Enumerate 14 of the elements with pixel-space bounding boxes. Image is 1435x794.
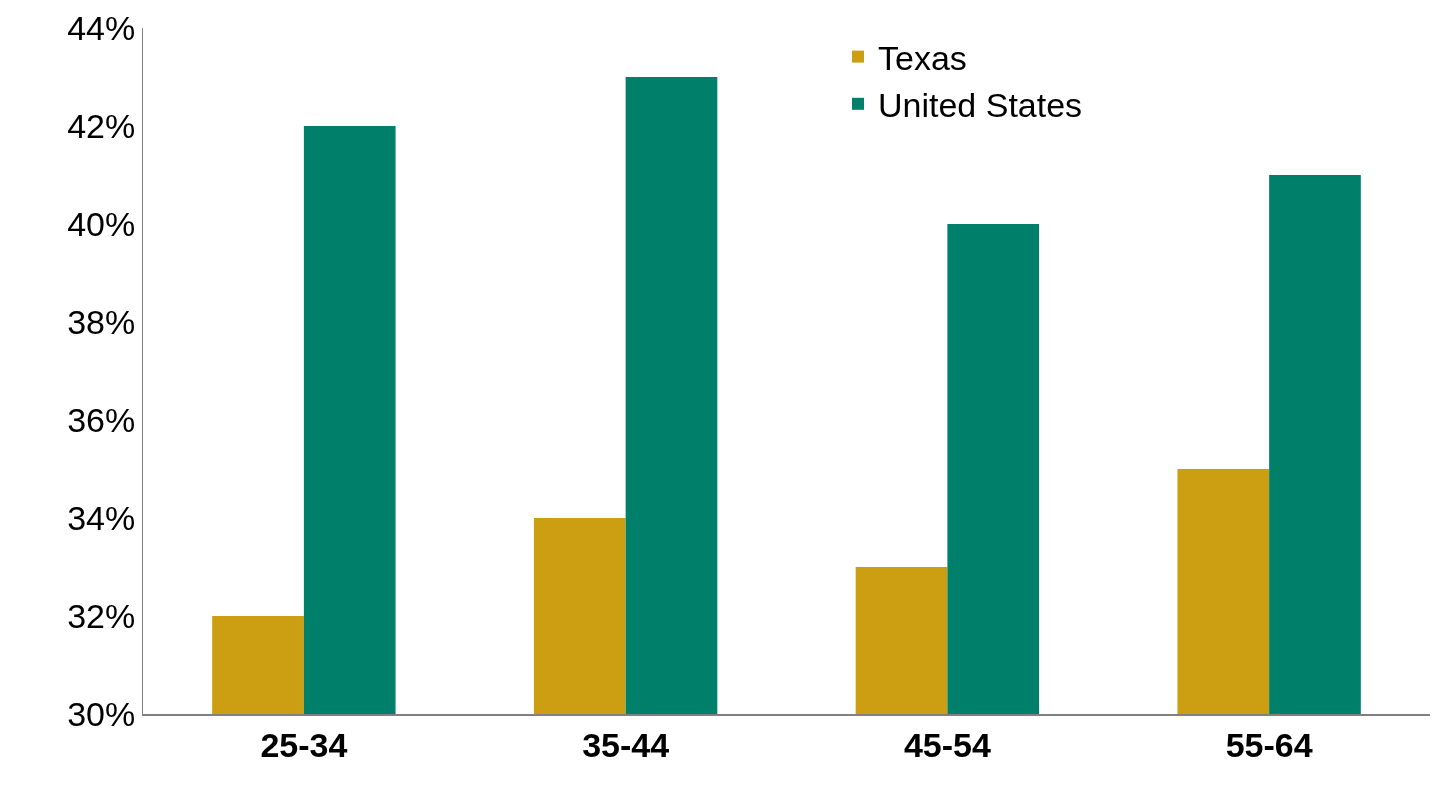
y-tick-label: 36%	[67, 400, 136, 439]
y-tick-label: 42%	[67, 106, 136, 145]
x-tick-label: 25-34	[260, 725, 348, 764]
y-tick-label: 38%	[67, 302, 136, 341]
x-tick-label: 45-54	[903, 725, 991, 764]
legend-label: Texas	[877, 38, 967, 77]
y-tick-label: 40%	[67, 204, 136, 243]
y-tick-label: 30%	[67, 694, 136, 733]
y-tick-label: 44%	[67, 8, 136, 47]
y-tick-label: 34%	[67, 498, 136, 537]
y-tick-label: 32%	[67, 596, 136, 635]
x-tick-label: 55-64	[1225, 725, 1313, 764]
legend-label: United States	[877, 86, 1083, 125]
x-tick-label: 35-44	[582, 725, 670, 764]
